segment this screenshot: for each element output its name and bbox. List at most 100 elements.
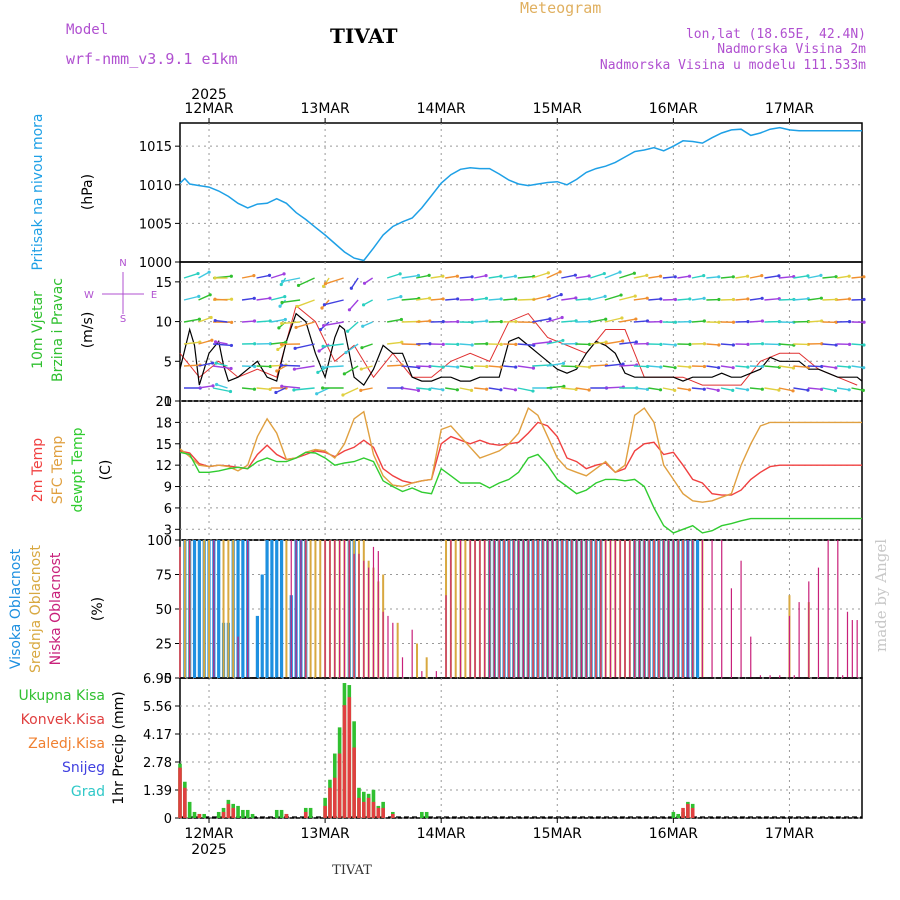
wind-arrow-head	[344, 350, 348, 355]
cloud-bar-2	[585, 540, 587, 678]
wind-arrow-head	[731, 388, 735, 392]
wind-arrow-head	[456, 365, 460, 369]
wind-arrow-head	[514, 297, 518, 301]
wind-arrow-head	[323, 282, 328, 286]
wind-arrow	[749, 274, 762, 279]
cloud-ylabel-low: Niska Oblacnost	[48, 552, 64, 665]
wind-arrow-head	[777, 274, 781, 278]
xtick-top-17MAR: 17MAR	[765, 101, 814, 117]
ytick-label-precip: 1.39	[143, 784, 172, 799]
wind-arrow	[362, 321, 373, 327]
cloud-bar-2	[817, 567, 820, 678]
wind-arrow-head	[455, 388, 459, 392]
cloud-bar-2	[247, 540, 249, 678]
wind-arrow-head	[320, 306, 324, 310]
wind-arrow-head	[548, 317, 552, 321]
wind-arrow-head	[717, 297, 721, 302]
elevation-label: Nadmorska Visina 2m	[717, 42, 866, 57]
wind-arrow	[364, 277, 374, 284]
wind-arrow	[342, 387, 359, 396]
wind-arrow-head	[456, 320, 460, 324]
year-bottom: 2025	[191, 842, 227, 858]
wind-arrow	[778, 298, 794, 301]
wind-arrow	[662, 387, 675, 392]
wind-arrow	[387, 318, 402, 323]
wind-arrow	[822, 343, 837, 346]
ytick-label-clouds: 50	[155, 603, 172, 618]
cloud-bar-2	[522, 540, 525, 678]
wind-arrow-head	[618, 270, 622, 274]
cloud-bar-2	[300, 540, 302, 678]
cloud-bar-1	[425, 657, 428, 678]
wind-arrow-head	[278, 304, 282, 308]
wind-arrow-head	[659, 297, 663, 301]
cloud-bar-2	[851, 620, 853, 678]
wind-arrow	[361, 343, 373, 349]
wind-arrow-head	[321, 365, 325, 369]
cloud-bar-2	[667, 540, 670, 678]
precip-bar-0	[250, 813, 255, 818]
wind-arrow	[836, 275, 850, 279]
precip-bar-1	[342, 705, 347, 818]
wind-arrow-head	[659, 320, 663, 324]
cloud-bar-2	[692, 540, 694, 678]
wind-arrow	[517, 365, 534, 369]
wind-arrow	[633, 365, 648, 368]
wind-arrow-head	[280, 300, 284, 305]
wind-arrow	[241, 320, 255, 323]
wind-arrow-head	[316, 370, 320, 375]
cloud-bar-2	[363, 560, 365, 678]
wind-arrow-head	[621, 362, 625, 366]
wind-arrow-head	[485, 364, 489, 369]
wind-arrow-head	[427, 273, 431, 278]
wind-arrow	[778, 365, 794, 369]
wind-arrow	[691, 297, 705, 301]
wind-arrow	[416, 320, 430, 323]
wind-arrow-head	[862, 343, 866, 347]
precip-bar-0	[424, 811, 429, 818]
precip-bar-1	[231, 807, 236, 818]
wind-arrow	[807, 387, 822, 391]
wind-arrow-head	[513, 388, 518, 392]
precip-bar-1	[197, 813, 202, 818]
wind-arrow-head	[717, 366, 721, 370]
wind-arrow-head	[361, 303, 366, 307]
wind-arrow-head	[428, 319, 432, 323]
wind-arrow-head	[833, 388, 838, 393]
ytick-label-temperature: 9	[164, 481, 172, 496]
wind-arrow-head	[228, 389, 233, 394]
wind-arrow	[691, 274, 704, 279]
meteogram-title: Meteogram	[520, 0, 601, 17]
wind-arrow-head	[731, 343, 735, 347]
wind-arrow	[546, 339, 564, 345]
xtick-bottom-12MAR: 12MAR	[184, 826, 233, 842]
wind-arrow	[662, 343, 676, 346]
wind-arrow	[198, 294, 211, 301]
wind-arrow	[212, 387, 231, 393]
wind-arrow	[619, 318, 636, 323]
precip-bar-1	[323, 805, 327, 818]
wind-arrow	[183, 341, 200, 345]
cloud-bar-1	[285, 540, 288, 678]
wind-arrow	[275, 387, 286, 394]
precip-legend-2: Zaledj.Kisa	[28, 736, 105, 752]
watermark: made by Angel	[872, 539, 890, 652]
wind-arrow	[720, 365, 734, 369]
cloud-bar-2	[392, 622, 394, 678]
cloud-bar-2	[788, 615, 791, 678]
wind-arrow	[256, 320, 271, 323]
wind-arrow	[430, 387, 443, 391]
wind-arrow-head	[441, 274, 445, 278]
ytick-label-precip: 4.17	[143, 728, 172, 743]
precip-bar-1	[337, 753, 342, 818]
wind-arrow-head	[561, 338, 565, 343]
cloud-bar-2	[769, 675, 771, 678]
cloud-bar-2	[474, 540, 476, 678]
wind-arrow	[256, 297, 271, 301]
cloud-bar-2	[551, 540, 554, 678]
wind-arrow-head	[702, 319, 706, 323]
cloud-bar-2	[846, 611, 849, 678]
wind-arrow-head	[322, 303, 327, 307]
wind-arrow	[503, 387, 516, 391]
wind-arrow	[347, 321, 359, 332]
